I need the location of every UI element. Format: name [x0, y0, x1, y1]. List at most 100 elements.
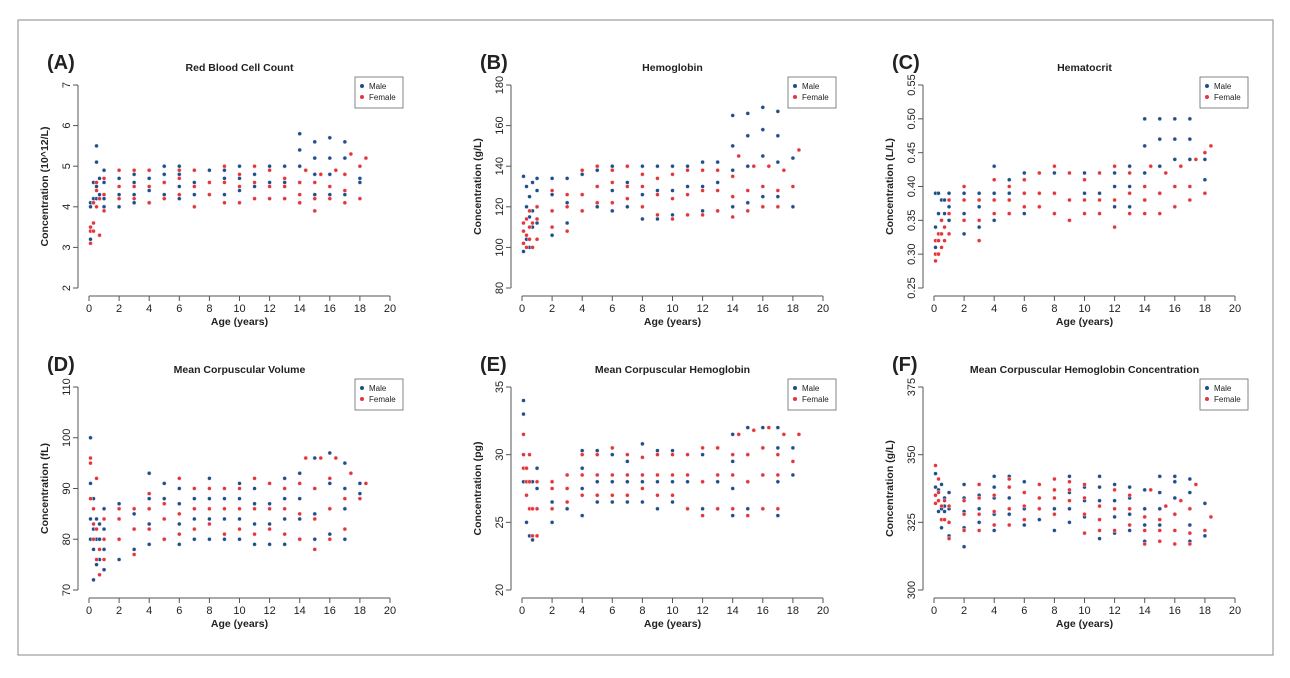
data-point-female [116, 196, 122, 201]
x-tick-label: 2 [549, 605, 555, 617]
data-point-male [625, 204, 630, 210]
data-point-female [192, 204, 197, 210]
data-point-female [312, 208, 317, 214]
data-point-female [534, 204, 540, 210]
data-point-male [207, 516, 212, 522]
data-point-male [745, 111, 750, 116]
data-point-male [267, 501, 272, 506]
data-point-female [751, 163, 756, 169]
data-point-female [1157, 191, 1162, 196]
data-point-male [88, 481, 93, 486]
data-point-female [976, 482, 982, 487]
data-point-male [1157, 474, 1162, 479]
data-point-male [1157, 522, 1162, 528]
legend: Male Female [354, 76, 404, 109]
data-point-male [527, 214, 532, 220]
data-point-female [781, 432, 787, 437]
data-point-female [775, 472, 781, 478]
x-tick-label: 2 [961, 605, 967, 617]
data-point-female [1172, 184, 1178, 189]
x-tick-label: 0 [931, 303, 937, 315]
data-point-male [595, 499, 600, 505]
data-point-female [1187, 184, 1193, 189]
data-point-female [162, 516, 167, 522]
data-point-male [1022, 522, 1027, 528]
y-tick-label: 2 [61, 285, 73, 291]
x-axis-label: Age (years) [1056, 316, 1113, 328]
data-point-female [1082, 197, 1087, 203]
series-female [521, 425, 802, 539]
data-point-female [640, 472, 645, 478]
data-point-male [97, 537, 102, 542]
data-point-male [790, 155, 796, 161]
data-point-male [116, 176, 122, 181]
data-point-male [94, 159, 99, 165]
legend-marker-female [360, 95, 364, 99]
data-point-male [775, 445, 781, 451]
data-point-female [549, 188, 555, 193]
data-point-male [1112, 482, 1117, 487]
data-point-female [1022, 191, 1027, 196]
data-point-male [1007, 191, 1012, 196]
data-point-male [357, 481, 363, 486]
data-point-male [88, 435, 93, 440]
data-point-male [1127, 184, 1132, 189]
data-point-female [297, 511, 302, 517]
data-point-female [282, 506, 287, 511]
y-axis-label: Concentration (L/L) [884, 138, 896, 235]
data-point-female [625, 184, 630, 189]
data-point-female [342, 496, 348, 501]
data-point-female [131, 196, 137, 201]
data-point-male [177, 521, 182, 527]
data-point-male [936, 509, 941, 514]
data-point-female [312, 196, 317, 201]
data-point-male [1202, 157, 1208, 162]
data-point-male [655, 479, 660, 484]
data-point-male [1142, 116, 1147, 122]
data-point-male [610, 208, 615, 214]
data-point-female [252, 180, 257, 185]
panel-label: (D) [47, 354, 75, 376]
data-point-male [1097, 191, 1102, 196]
data-point-female [961, 218, 967, 223]
x-tick-label: 20 [1229, 303, 1241, 315]
panel-title: Mean Corpuscular Hemoglobin [595, 364, 750, 376]
data-point-male [1097, 474, 1102, 479]
data-point-male [146, 521, 152, 527]
data-point-male [1202, 177, 1208, 182]
data-point-female [207, 506, 212, 511]
data-point-female [564, 204, 570, 210]
data-point-male [961, 231, 967, 237]
data-point-female [1022, 177, 1027, 182]
x-tick-label: 12 [1108, 605, 1120, 617]
y-axis-label: Concentration (pg) [472, 442, 484, 536]
x-tick-label: 12 [263, 303, 275, 315]
legend: Male Female [787, 76, 837, 109]
data-point-male [530, 537, 535, 543]
data-point-male [610, 163, 615, 169]
data-point-female [685, 192, 690, 197]
data-point-male [1157, 136, 1162, 142]
data-point-female [1052, 211, 1057, 216]
data-point-female [527, 208, 532, 214]
data-point-female [1202, 191, 1208, 196]
data-point-male [549, 499, 555, 505]
data-point-male [327, 192, 332, 197]
data-point-male [961, 191, 967, 196]
data-point-female [1178, 498, 1184, 503]
data-point-male [1112, 170, 1117, 176]
data-point-female [91, 506, 96, 511]
data-point-male [595, 204, 600, 210]
x-tick-label: 8 [206, 303, 212, 315]
x-tick-label: 12 [696, 605, 708, 617]
data-point-male [207, 476, 212, 481]
data-point-female [1127, 493, 1132, 498]
data-point-male [1097, 536, 1102, 541]
data-point-male [992, 474, 997, 479]
data-point-female [976, 218, 982, 223]
data-point-female [1187, 197, 1193, 203]
data-point-female [936, 238, 941, 243]
data-point-male [297, 147, 302, 153]
data-point-male [992, 484, 997, 490]
